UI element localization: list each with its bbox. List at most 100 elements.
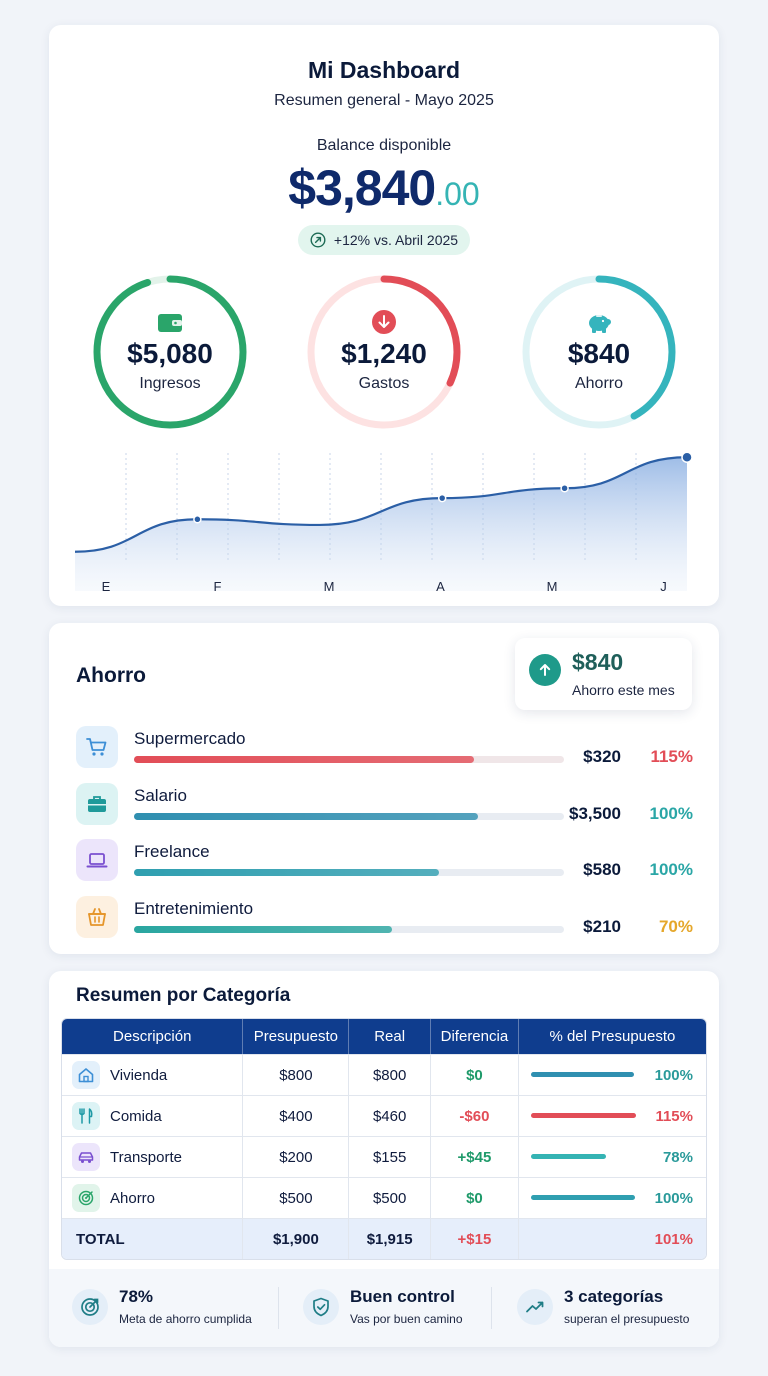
savings-item-name: Salario	[134, 786, 187, 805]
cell-difference: $0	[431, 1177, 519, 1218]
table-row[interactable]: Vivienda $800 $800 $0 100%	[62, 1054, 706, 1095]
savings-item[interactable]: Salario $3,500 100%	[49, 783, 719, 833]
column-header[interactable]: Diferencia	[431, 1019, 519, 1054]
laptop-icon	[76, 839, 118, 881]
balance-cents: .00	[435, 176, 480, 212]
percent-bar	[530, 1113, 637, 1118]
savings-item-name: Freelance	[134, 842, 210, 861]
savings-item-name: Supermercado	[134, 729, 246, 748]
balance-amount: $3,840.00	[49, 159, 719, 217]
cell-real: $460	[349, 1095, 431, 1136]
cell-description: Transporte	[62, 1136, 244, 1177]
table-row[interactable]: Comida $400 $460 -$60 115%	[62, 1095, 706, 1136]
utensils-icon	[72, 1102, 100, 1130]
savings-item[interactable]: Supermercado $320 115%	[49, 726, 719, 776]
savings-title: Ahorro	[76, 664, 146, 687]
row-label: Comida	[110, 1107, 162, 1125]
data-point	[193, 515, 202, 524]
ring-progress	[307, 275, 461, 429]
trend-up-icon	[517, 1289, 553, 1325]
savings-item[interactable]: Entretenimiento $210 70%	[49, 896, 719, 946]
ring-ahorro[interactable]: $840 Ahorro	[521, 274, 677, 430]
footer-title: 3 categorías	[564, 1287, 664, 1306]
basket-icon	[76, 896, 118, 938]
row-label: Ahorro	[110, 1189, 156, 1207]
ring-label: Ahorro	[574, 375, 624, 392]
house-icon	[72, 1061, 100, 1089]
data-point	[437, 493, 447, 503]
cell-budget: $200	[243, 1136, 350, 1177]
total-budget: $1,900	[243, 1218, 350, 1259]
divider	[278, 1287, 279, 1329]
cell-percent: 100%	[518, 1177, 706, 1218]
cell-difference: -$60	[431, 1095, 519, 1136]
cell-percent: 115%	[518, 1095, 706, 1136]
total-real: $1,915	[349, 1218, 431, 1259]
cell-budget: $400	[243, 1095, 350, 1136]
x-tick-label: A	[436, 579, 445, 594]
percent-bar	[530, 1195, 635, 1200]
page-subtitle: Resumen general - Mayo 2025	[274, 92, 494, 109]
summary-footer: 78% Meta de ahorro cumplida Buen control…	[49, 1269, 719, 1347]
percent-bar	[530, 1072, 634, 1077]
row-label: Transporte	[110, 1148, 182, 1166]
total-percent: 101%	[654, 1231, 693, 1248]
cell-real: $800	[349, 1054, 431, 1095]
cell-difference: $0	[431, 1054, 519, 1095]
column-header[interactable]: % del Presupuesto	[518, 1019, 706, 1054]
ring-ingresos[interactable]: $5,080 Ingresos	[92, 274, 248, 430]
total-label: TOTAL	[62, 1218, 244, 1259]
column-header[interactable]: Presupuesto	[243, 1019, 350, 1054]
cell-difference: +$45	[431, 1136, 519, 1177]
cart-icon	[76, 726, 118, 768]
percent-value: 100%	[654, 1067, 693, 1084]
shield-check-icon	[303, 1289, 339, 1325]
row-label: Vivienda	[110, 1066, 168, 1084]
cell-description: Vivienda	[62, 1054, 244, 1095]
x-tick-label: E	[102, 579, 111, 594]
ring-label: Ingresos	[139, 375, 201, 392]
car-icon	[72, 1143, 100, 1171]
savings-item-track	[134, 926, 564, 933]
percent-bar	[530, 1154, 607, 1159]
savings-item-bar	[134, 756, 474, 763]
savings-item-amount: $210	[583, 917, 621, 936]
ring-progress	[93, 275, 247, 429]
savings-item-percent: 70%	[658, 917, 693, 936]
footer-subtitle: Vas por buen camino	[350, 1312, 463, 1326]
arrow-up-icon	[529, 654, 561, 686]
trend-text: +12% vs. Abril 2025	[333, 232, 459, 248]
target-icon	[72, 1289, 108, 1325]
savings-item[interactable]: Freelance $580 100%	[49, 839, 719, 889]
x-tick-label: M	[324, 579, 335, 594]
data-point	[681, 451, 693, 463]
data-point	[560, 484, 569, 493]
savings-item-amount: $320	[583, 747, 621, 766]
ring-progress-arc	[93, 275, 247, 429]
savings-item-name: Entretenimiento	[134, 899, 254, 918]
arrow-down-icon	[369, 308, 399, 336]
total-row: TOTAL $1,900 $1,915 +$15 101%	[62, 1218, 706, 1259]
series-line	[74, 456, 688, 553]
ring-progress-arc	[522, 275, 676, 429]
savings-item-bar	[134, 869, 440, 876]
savings-item-percent: 100%	[649, 804, 693, 823]
column-header[interactable]: Descripción	[62, 1019, 244, 1054]
cell-percent: 78%	[518, 1136, 706, 1177]
footer-subtitle: superan el presupuesto	[564, 1312, 690, 1326]
balance-label: Balance disponible	[316, 137, 452, 154]
table-row[interactable]: Ahorro $500 $500 $0 100%	[62, 1177, 706, 1218]
ring-progress-arc	[307, 275, 461, 429]
savings-badge-amount: $840	[572, 649, 624, 675]
table-row[interactable]: Transporte $200 $155 +$45 78%	[62, 1136, 706, 1177]
ring-gastos[interactable]: $1,240 Gastos	[306, 274, 462, 430]
savings-badge: $840 Ahorro este mes	[515, 638, 692, 710]
trend-arrow-icon	[310, 232, 326, 248]
cell-description: Comida	[62, 1095, 244, 1136]
ring-value: $1,240	[341, 338, 427, 369]
table-header-row: Descripción Presupuesto Real Diferencia …	[62, 1019, 706, 1054]
savings-item-amount: $580	[583, 860, 621, 879]
savings-item-bar	[134, 813, 478, 820]
column-header[interactable]: Real	[349, 1019, 431, 1054]
